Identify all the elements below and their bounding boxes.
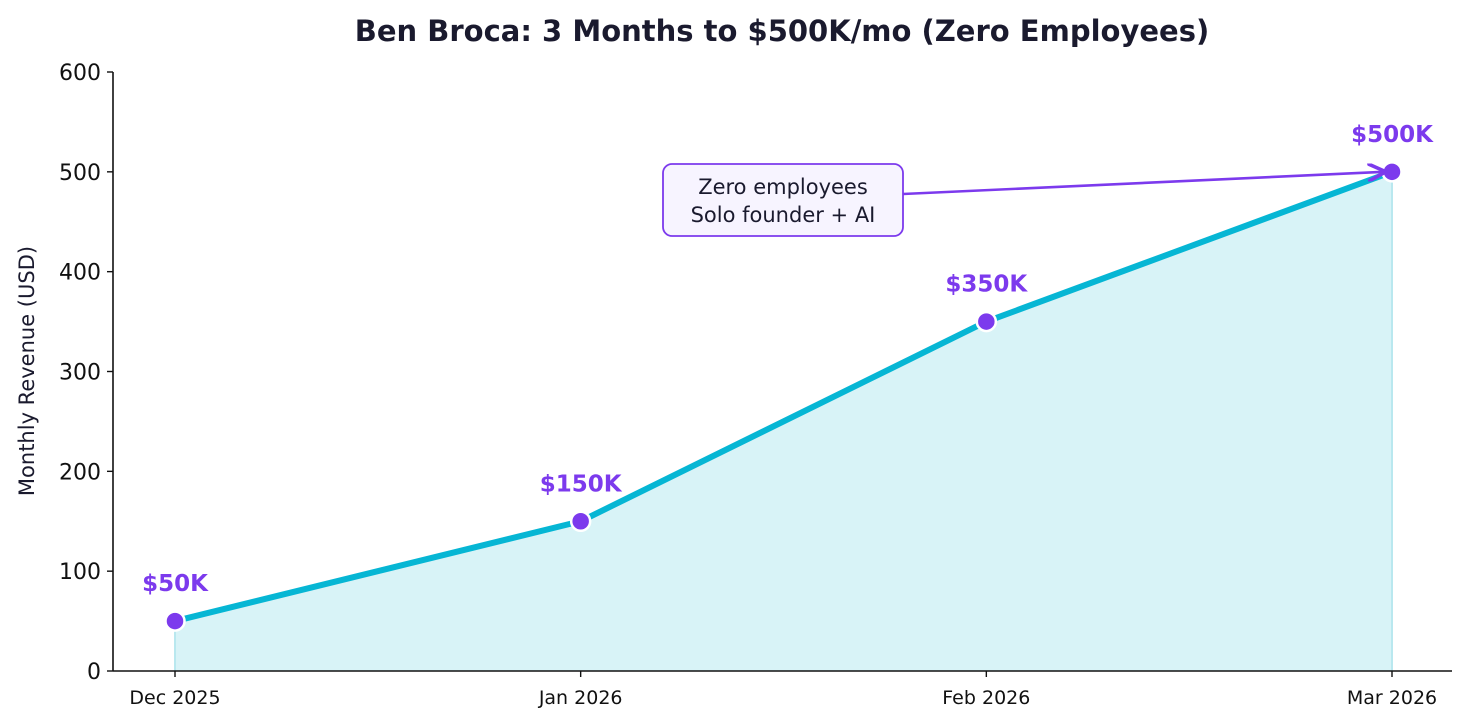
x-tick-label: Jan 2026 [538,687,623,709]
annotation-box [662,163,904,237]
x-tick-label: Feb 2026 [942,687,1030,709]
y-tick-label: 400 [59,261,101,286]
data-label: $150K [540,471,623,497]
data-label: $50K [142,571,209,597]
y-tick-label: 200 [59,460,101,485]
data-label: $350K [945,272,1028,298]
data-point-marker [164,610,186,632]
data-point-marker [1381,161,1403,183]
y-tick-label: 300 [59,361,101,386]
data-point-marker [975,310,998,333]
y-tick-label: 100 [59,560,101,585]
annotation-text-line: Solo founder + AI [691,203,876,227]
x-tick-label: Dec 2025 [129,687,220,709]
data-label: $500K [1351,122,1434,148]
chart-title: Ben Broca: 3 Months to $500K/mo (Zero Em… [355,14,1209,48]
y-axis-label: Monthly Revenue (USD) [15,246,39,496]
y-tick-label: 0 [87,660,101,685]
y-tick-label: 600 [59,61,101,86]
data-point-marker [569,510,592,532]
series-line [172,168,1395,625]
annotation-arrow [902,172,1384,196]
x-tick-label: Mar 2026 [1347,687,1437,709]
plot-area: 0 100 200 300 400 500 600 Dec 2025 Jan 2026 Feb 2… [59,61,1452,709]
y-tick-label: 500 [59,161,101,186]
annotation-text-line: Zero employees [698,175,868,199]
